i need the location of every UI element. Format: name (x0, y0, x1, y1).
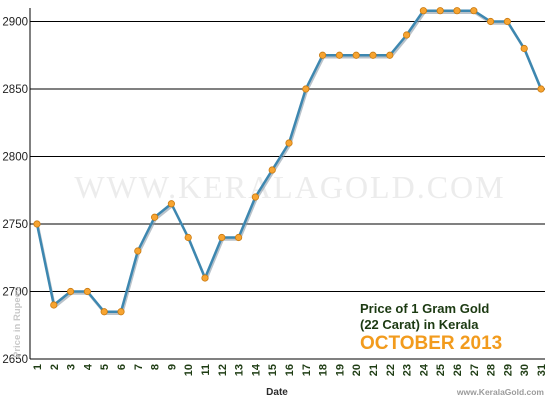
credit-text: www.KeralaGold.com (456, 387, 545, 397)
y-tick-label: 2900 (2, 17, 28, 29)
data-point (218, 233, 226, 242)
x-tick-label: 9 (166, 364, 178, 370)
data-point (251, 193, 259, 201)
x-tick-label: 18 (318, 364, 330, 376)
data-point (67, 287, 75, 296)
x-tick-label: 14 (250, 363, 262, 376)
x-axis-label: Date (266, 387, 288, 398)
x-tick-label: 10 (183, 364, 195, 376)
x-tick-label: 4 (82, 363, 94, 370)
data-point (83, 287, 92, 296)
x-tick-label: 31 (536, 364, 548, 376)
data-point (151, 213, 159, 221)
gridlines (29, 8, 545, 360)
data-point (235, 233, 243, 242)
data-point (100, 308, 108, 316)
x-tick-label: 24 (418, 363, 430, 376)
data-point (436, 7, 444, 15)
data-point (117, 308, 125, 316)
data-point (184, 233, 192, 242)
x-tick-label: 11 (200, 364, 212, 376)
x-tick-label: 7 (133, 364, 145, 370)
data-point (419, 7, 427, 15)
x-tick-label: 3 (66, 364, 78, 370)
data-point (201, 274, 209, 282)
x-tick-label: 17 (301, 364, 313, 376)
data-point (453, 7, 461, 15)
x-tick-label: 13 (234, 364, 246, 376)
markers (33, 7, 545, 316)
data-point (369, 51, 377, 59)
x-tick-label: 27 (469, 364, 481, 376)
data-point (318, 51, 327, 59)
data-point (50, 301, 58, 309)
x-tick-label: 25 (435, 364, 447, 376)
x-tick-labels: 1 2 3 4 5 6 7 8 9 10 11 12 13 14 15 16 17 18 19 20 21 22 23 24 2… (32, 363, 548, 376)
x-tick-label: 6 (116, 364, 128, 370)
x-tick-label: 1 (32, 364, 44, 370)
y-axis-label: Price in Rupees (12, 287, 23, 358)
data-point (503, 17, 511, 26)
x-tick-label: 19 (334, 364, 346, 376)
y-tick-label: 2700 (2, 287, 28, 299)
x-tick-label: 28 (486, 364, 498, 376)
data-point (386, 51, 394, 59)
data-point (285, 139, 293, 147)
x-tick-label: 29 (502, 364, 514, 376)
x-tick-label: 2 (49, 364, 61, 370)
chart-title-line2: (22 Carat) in Kerala (360, 317, 479, 332)
data-point (302, 85, 310, 93)
data-point (486, 17, 495, 26)
x-tick-label: 23 (402, 364, 414, 376)
x-tick-label: 15 (267, 364, 279, 376)
data-point (520, 44, 528, 53)
data-point (470, 7, 478, 15)
data-point (402, 31, 411, 39)
y-tick-label: 2650 (2, 354, 28, 366)
x-tick-label: 30 (519, 364, 531, 376)
data-point (134, 247, 142, 255)
data-point (268, 166, 276, 174)
x-tick-label: 12 (217, 364, 229, 376)
x-tick-label: 20 (351, 364, 363, 376)
y-tick-label: 2850 (2, 84, 28, 96)
y-tick-label: 2800 (2, 152, 28, 164)
y-tick-labels: 2650 2700 2750 2800 2850 2900 (2, 17, 28, 367)
data-point (335, 51, 343, 59)
watermark: WWW.KERALAGOLD.COM (74, 169, 505, 205)
x-tick-label: 16 (284, 364, 296, 376)
data-point (33, 220, 41, 228)
data-point (167, 200, 175, 208)
data-point (352, 51, 360, 59)
x-tick-label: 22 (385, 364, 397, 376)
chart-title: Price of 1 Gram Gold (360, 301, 489, 316)
series-line-shadow (36, 11, 544, 315)
x-tick-label: 21 (368, 364, 380, 376)
x-tick-label: 8 (150, 364, 162, 370)
x-tick-label: 26 (452, 364, 464, 376)
data-point (537, 85, 545, 93)
x-tick-label: 5 (99, 364, 111, 370)
series (35, 9, 544, 315)
y-tick-label: 2750 (2, 219, 28, 231)
chart-subtitle: OCTOBER 2013 (360, 333, 502, 354)
series-line (35, 9, 543, 313)
